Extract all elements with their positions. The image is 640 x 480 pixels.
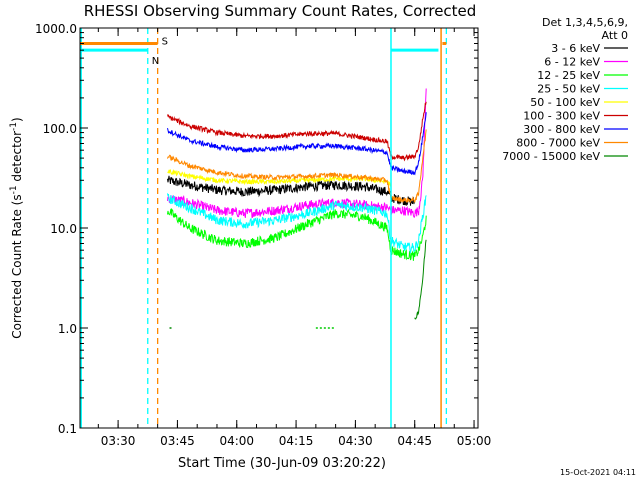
plot-frame bbox=[79, 27, 479, 429]
legend-label: 3 - 6 keV bbox=[551, 42, 600, 55]
series-line-12-25-kev bbox=[167, 207, 427, 261]
x-tick-label: 04:15 bbox=[279, 434, 314, 448]
legend-label: 300 - 800 keV bbox=[523, 123, 600, 136]
x-tick-label: 04:45 bbox=[397, 434, 432, 448]
x-axis-label: Start Time (30-Jun-09 03:20:22) bbox=[178, 456, 386, 471]
y-axis-label-sup1: -1 bbox=[9, 185, 19, 194]
y-tick-label: 100.0 bbox=[43, 122, 77, 136]
series-line-3-6-kev bbox=[167, 175, 415, 207]
plot-data-layer bbox=[167, 88, 427, 320]
night-marker-label: N bbox=[152, 56, 159, 67]
y-tick-label: 1000.0 bbox=[35, 22, 77, 36]
x-tick-label: 03:45 bbox=[160, 434, 195, 448]
x-tick-label: 04:30 bbox=[338, 434, 373, 448]
y-axis-label: Corrected Count Rate (s-1 detector-1) bbox=[9, 117, 24, 338]
x-tick-label: 03:30 bbox=[101, 434, 136, 448]
series-line-100-300-kev bbox=[167, 101, 427, 162]
overlay-layer: NS bbox=[80, 28, 448, 428]
legend-label: 100 - 300 keV bbox=[523, 110, 600, 123]
series-line-7000-15000-kev bbox=[414, 239, 427, 320]
legend-label: 800 - 7000 keV bbox=[516, 137, 600, 150]
y-tick-label: 1.0 bbox=[58, 322, 77, 336]
legend-label: 25 - 50 keV bbox=[537, 83, 600, 96]
legend-header-detectors: Det 1,3,4,5,6,9, bbox=[542, 16, 628, 29]
y-tick-label: 10.0 bbox=[50, 222, 77, 236]
series-line-300-800-kev bbox=[167, 112, 427, 176]
legend-header-attenuator: Att 0 bbox=[602, 29, 628, 42]
series-line-25-50-kev bbox=[167, 193, 427, 254]
legend-label: 6 - 12 keV bbox=[544, 56, 600, 69]
y-axis: 1000.0 100.0 10.0 1.0 0.1 bbox=[35, 22, 478, 436]
footer-timestamp: 15-Oct-2021 04:11 bbox=[560, 468, 636, 477]
y-axis-label-end: ) bbox=[10, 117, 24, 122]
legend-label: 7000 - 15000 keV bbox=[502, 150, 600, 163]
chart-title: RHESSI Observing Summary Count Rates, Co… bbox=[84, 2, 477, 20]
series-line-6-12-kev bbox=[167, 88, 427, 219]
x-tick-label: 04:00 bbox=[219, 434, 254, 448]
legend-label: 12 - 25 keV bbox=[537, 69, 600, 82]
legend-label: 50 - 100 keV bbox=[530, 96, 600, 109]
series-line-800-7000-kev bbox=[167, 129, 427, 204]
x-axis: 03:30 03:45 04:00 04:15 04:30 04:45 05:00 bbox=[97, 28, 492, 448]
y-axis-label-sup2: -1 bbox=[9, 122, 19, 131]
y-axis-label-main: Corrected Count Rate (s bbox=[10, 194, 24, 338]
saa-marker-label: S bbox=[162, 36, 168, 47]
x-tick-label: 05:00 bbox=[457, 434, 492, 448]
y-axis-label-mid: detector bbox=[10, 131, 24, 186]
y-tick-label: 0.1 bbox=[58, 422, 77, 436]
